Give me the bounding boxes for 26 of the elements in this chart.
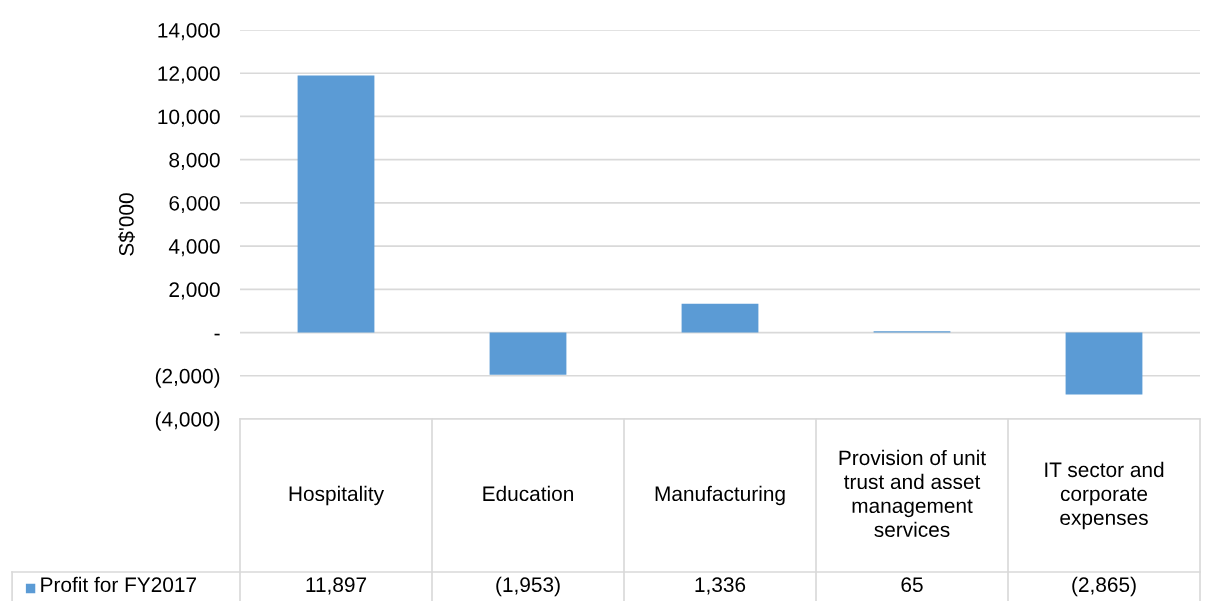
data-label: 65 [901, 577, 923, 593]
data-label: 11,897 [306, 577, 367, 595]
x-tick-label: Provision of unit trust and asset management services [839, 449, 986, 538]
x-tick-label: Manufacturing [655, 485, 785, 506]
y-tick-label: 6,000 [169, 195, 220, 214]
x-tick-label: IT sector and corporate expenses [1045, 461, 1164, 530]
y-tick-label: 4,000 [168, 239, 220, 257]
y-tick-label: 14,000 [158, 23, 220, 41]
data-label: (2,865) [1072, 576, 1136, 597]
y-tick-label: 8,000 [169, 152, 220, 170]
y-tick-label: 10,000 [158, 109, 220, 127]
bar [297, 75, 375, 333]
y-tick-label: 12,000 [158, 66, 220, 84]
bar [489, 332, 567, 375]
y-tick-label: 2,000 [169, 282, 220, 300]
bar [1065, 332, 1143, 395]
x-tick-label: Education [483, 485, 573, 502]
y-tick-label: (2,000) [155, 368, 220, 388]
y-axis-title: S$'000 [118, 193, 136, 256]
data-label: (1,953) [496, 576, 560, 597]
y-tick-label: - [214, 333, 220, 336]
data-label: 1,336 [695, 577, 746, 595]
legend-label: Profit for FY2017 [41, 576, 197, 593]
x-tick-label: Hospitality [289, 485, 385, 506]
bar [681, 303, 759, 333]
y-tick-label: (4,000) [155, 411, 220, 431]
